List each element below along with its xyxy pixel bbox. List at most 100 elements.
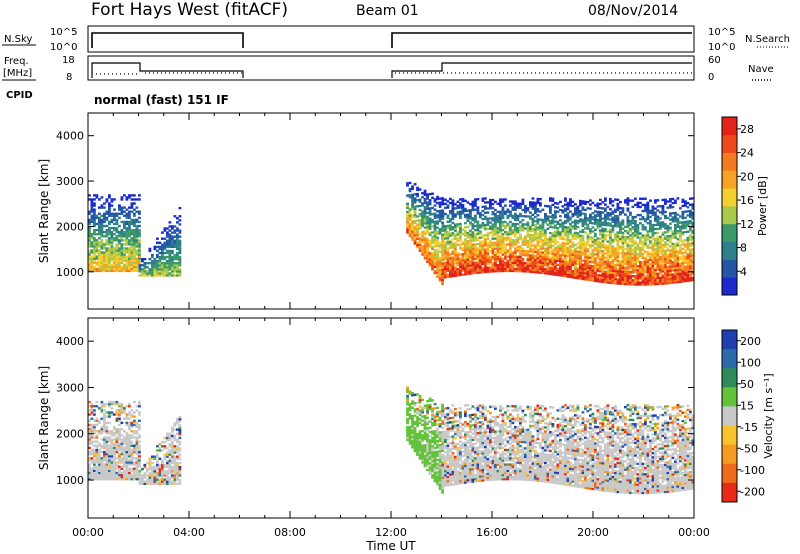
echo-cell: [406, 419, 409, 423]
echo-cell: [601, 217, 605, 220]
echo-cell: [151, 482, 154, 485]
echo-cell: [491, 249, 495, 253]
echo-cell: [103, 475, 106, 479]
echo-cell: [115, 257, 119, 260]
echo-cell: [466, 272, 470, 276]
echo-cell: [130, 245, 134, 248]
echo-cell: [98, 243, 101, 246]
echo-cell: [616, 251, 620, 255]
echo-cell: [551, 269, 555, 272]
echo-cell: [171, 453, 174, 456]
echo-cell: [534, 215, 537, 219]
echo-cell: [684, 200, 687, 203]
echo-cell: [161, 480, 164, 483]
echo-cell: [596, 278, 600, 281]
echo-cell: [651, 281, 655, 284]
echo-cell: [476, 257, 480, 260]
echo-cell: [641, 275, 645, 278]
echo-cell: [539, 232, 542, 236]
echo-cell: [146, 270, 149, 273]
echo-cell: [679, 239, 682, 243]
echo-cell: [516, 255, 520, 258]
echo-cell: [125, 452, 129, 456]
echo-cell: [133, 436, 136, 439]
echo-cell: [501, 198, 505, 201]
echo-cell: [476, 220, 480, 223]
echo-cell: [679, 268, 682, 271]
echo-cell: [666, 249, 670, 252]
echo-cell: [95, 452, 99, 456]
echo-cell: [173, 438, 177, 442]
echo-cell: [103, 402, 106, 406]
echo-cell: [431, 237, 434, 240]
echo-cell: [88, 450, 91, 454]
echo-cell: [541, 247, 545, 250]
echo-cell: [459, 202, 462, 205]
echo-cell: [676, 217, 680, 220]
echo-cell: [611, 241, 615, 244]
echo-cell: [479, 224, 482, 227]
echo-cell: [536, 220, 540, 223]
echo-cell: [524, 270, 527, 273]
echo-cell: [639, 283, 642, 286]
echo-cell: [173, 424, 177, 427]
echo-cell: [413, 236, 417, 239]
echo-cell: [679, 207, 682, 210]
echo-cell: [586, 237, 590, 241]
echo-cell: [564, 262, 567, 266]
echo-cell: [621, 221, 625, 224]
echo-cell: [496, 253, 500, 256]
echo-cell: [128, 471, 131, 475]
echo-cell: [636, 281, 640, 284]
echo-cell: [151, 470, 154, 473]
echo-cell: [539, 240, 542, 244]
echo-cell: [546, 245, 550, 249]
echo-cell: [161, 461, 164, 465]
echo-cell: [173, 459, 177, 463]
echo-cell: [661, 243, 665, 247]
echo-cell: [178, 415, 182, 419]
echo-cell: [541, 253, 545, 256]
echo-cell: [166, 434, 169, 438]
echo-cell: [676, 225, 680, 229]
echo-cell: [536, 261, 540, 264]
echo-cell: [639, 277, 642, 280]
echo-cell: [616, 231, 620, 234]
echo-cell: [619, 266, 622, 269]
echo-cell: [671, 250, 675, 254]
echo-cell: [413, 219, 417, 223]
echo-cell: [100, 220, 104, 224]
echo-cell: [413, 221, 417, 225]
echo-cell: [634, 258, 637, 262]
echo-cell: [529, 262, 532, 265]
echo-cell: [679, 264, 682, 267]
echo-cell: [421, 236, 424, 240]
echo-cell: [158, 257, 162, 261]
echo-cell: [609, 230, 612, 233]
echo-cell: [644, 236, 647, 239]
echo-cell: [103, 436, 106, 439]
echo-cell: [581, 259, 585, 262]
echo-cell: [611, 220, 615, 223]
echo-cell: [161, 251, 164, 255]
echo-cell: [100, 463, 104, 466]
echo-cell: [666, 243, 670, 246]
echo-cell: [110, 263, 114, 266]
echo-cell: [128, 450, 131, 454]
echo-cell: [128, 434, 131, 437]
echo-cell: [536, 259, 540, 262]
echo-cell: [634, 220, 637, 223]
echo-cell: [569, 267, 572, 270]
echo-cell: [163, 457, 167, 460]
echo-cell: [113, 212, 116, 215]
echo-cell: [476, 206, 480, 209]
echo-cell: [531, 270, 535, 274]
echo-cell: [133, 415, 136, 418]
nsearch-label: N.Search: [745, 34, 790, 45]
echo-cell: [88, 251, 91, 254]
echo-cell: [491, 245, 495, 249]
echo-cell: [120, 446, 124, 450]
echo-cell: [516, 239, 520, 242]
echo-cell: [469, 258, 472, 261]
echo-cell: [176, 245, 179, 249]
